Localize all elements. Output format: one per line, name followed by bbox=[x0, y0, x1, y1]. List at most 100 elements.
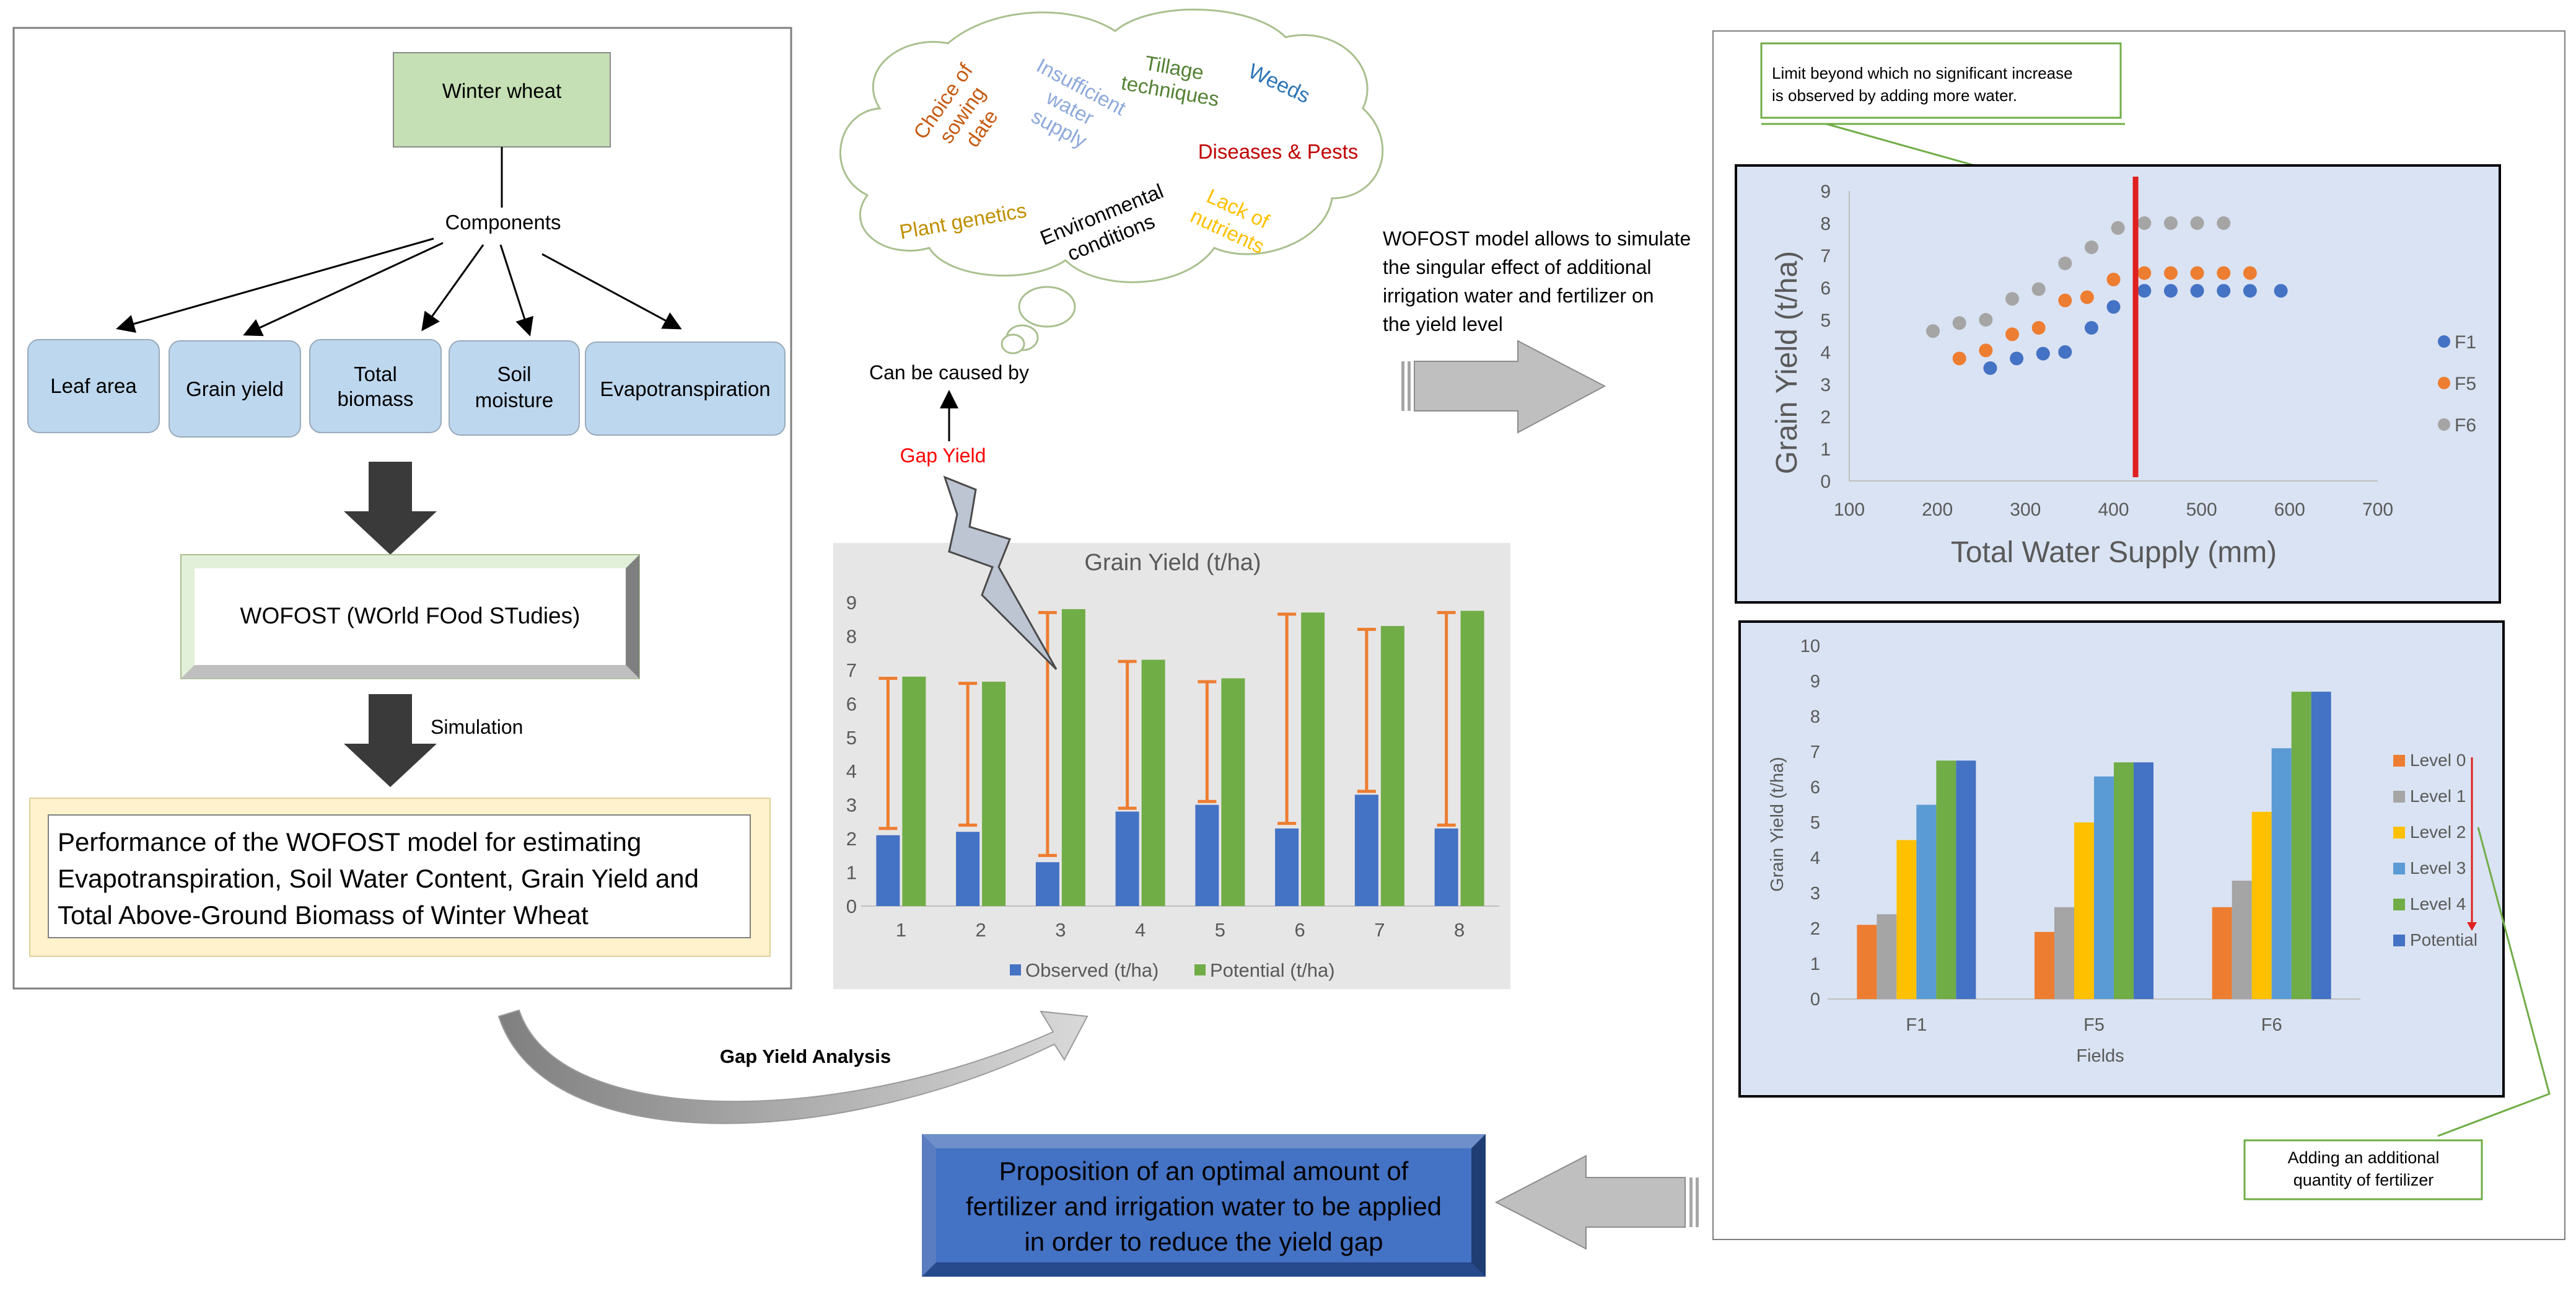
fertilizer-y-tick-label: 1 bbox=[1810, 954, 1820, 974]
fertilizer-y-tick-label: 9 bbox=[1810, 672, 1820, 692]
scatter-point-f5 bbox=[2106, 273, 2121, 286]
potential-bar bbox=[902, 676, 926, 906]
gap-y-tick-label: 9 bbox=[846, 592, 857, 614]
cloud-shape bbox=[839, 8, 1384, 283]
potential-bar bbox=[1460, 610, 1484, 906]
total-biomass-box bbox=[309, 339, 442, 433]
scatter-point-f6 bbox=[2137, 216, 2152, 230]
gap-yield-label: Gap Yield bbox=[900, 444, 986, 467]
scatter-point-f6 bbox=[2058, 257, 2072, 270]
scatter-point-f5 bbox=[2217, 266, 2231, 280]
scatter-x-tick-label: 500 bbox=[2186, 500, 2217, 520]
scatter-y-tick-label: 3 bbox=[1820, 375, 1831, 395]
component-boxes: Leaf area Grain yield Total biomass Soil m… bbox=[27, 339, 786, 438]
wofost-label: WOFOST (WOrld FOod STudies) bbox=[240, 603, 580, 628]
legend-f6-label: F6 bbox=[2455, 415, 2476, 436]
wofost-box: WOFOST (WOrld FOod STudies) bbox=[180, 554, 640, 679]
gap-x-tick-label: 1 bbox=[896, 919, 906, 941]
proposition-box: Proposition of an optimal amount of fert… bbox=[922, 1134, 1486, 1277]
potential-bar bbox=[1061, 609, 1085, 906]
potential-bar bbox=[1141, 659, 1165, 906]
down-arrow-1 bbox=[344, 462, 437, 555]
fertilizer-y-tick-label: 5 bbox=[1810, 813, 1820, 833]
observed-bar bbox=[1035, 862, 1059, 906]
scatter-point-f1 bbox=[2106, 300, 2121, 314]
gap-y-tick-label: 7 bbox=[846, 659, 857, 681]
arrow-total-biomass bbox=[421, 244, 484, 332]
observed-bar bbox=[1275, 828, 1299, 906]
fertilizer-bar-level-3 bbox=[2094, 776, 2114, 999]
legend-potential-label: Potential (t/ha) bbox=[1210, 959, 1335, 981]
scatter-point-f5 bbox=[2080, 290, 2094, 304]
scatter-point-f6 bbox=[2163, 216, 2178, 230]
scatter-point-f1 bbox=[2190, 284, 2204, 298]
fertilizer-chart-plot: 0 1 2 3 4 5 6 7 8 9 10 F1 F5 F6 bbox=[1800, 636, 2360, 1035]
potential-bar bbox=[1221, 678, 1245, 906]
fertilizer-chart: 0 1 2 3 4 5 6 7 8 9 10 F1 F5 F6 Grain Yield (t/ha) Fi… bbox=[1738, 620, 2505, 1098]
left-panel: Winter wheat Components Leaf area Grain … bbox=[12, 27, 792, 990]
lightning-bolt-icon bbox=[943, 475, 1058, 671]
scatter-point-f5 bbox=[2163, 266, 2178, 280]
legend-red-arrowhead bbox=[2467, 922, 2477, 931]
legend-label-level-0: Level 0 bbox=[2410, 751, 2466, 770]
scatter-x-tick-label: 700 bbox=[2362, 500, 2393, 520]
legend-swatch-level-1 bbox=[2393, 791, 2405, 803]
performance-box: Performance of the WOFOST model for esti… bbox=[29, 798, 771, 957]
scatter-point-f6 bbox=[2084, 240, 2098, 254]
gap-chart-plot: 0 1 2 3 4 5 6 7 8 9 1 2 3 4 5 6 7 8 bbox=[846, 592, 1499, 941]
fertilizer-y-tick-label: 10 bbox=[1800, 636, 1820, 656]
fertilizer-bar-level-3 bbox=[2271, 748, 2292, 999]
scatter-point-f5 bbox=[2005, 327, 2020, 341]
observed-bar bbox=[876, 835, 900, 906]
fertilizer-y-tick-label: 2 bbox=[1810, 919, 1820, 939]
performance-line-3: Total Above-Ground Biomass of Winter Whe… bbox=[58, 900, 589, 930]
gap-analysis-arrow bbox=[497, 1009, 1089, 1124]
gap-x-tick-label: 4 bbox=[1135, 919, 1146, 941]
scatter-point-f5 bbox=[1952, 351, 1966, 366]
fertilizer-bar-level-4 bbox=[1936, 760, 1956, 999]
proposition-line-3: in order to reduce the yield gap bbox=[1024, 1227, 1383, 1256]
scatter-y-tick-label: 0 bbox=[1820, 472, 1831, 492]
legend-f5-marker bbox=[2438, 377, 2450, 389]
limit-callout-line-1: Limit beyond which no significant increa… bbox=[1772, 64, 2073, 82]
scatter-x-tick-label: 600 bbox=[2274, 500, 2305, 520]
legend-label-level-3: Level 3 bbox=[2410, 858, 2466, 878]
fertilizer-bar-level-0 bbox=[1857, 925, 1877, 999]
scatter-x-tick-label: 400 bbox=[2098, 500, 2129, 520]
fertilizer-ylabel: Grain Yield (t/ha) bbox=[1768, 757, 1787, 892]
fertilizer-y-tick-label: 8 bbox=[1810, 707, 1820, 727]
legend-observed-label: Observed (t/ha) bbox=[1025, 959, 1159, 981]
leaf-area-box bbox=[27, 339, 160, 433]
scatter-point-f6 bbox=[2217, 216, 2231, 230]
fertilizer-callout-box bbox=[2243, 1139, 2483, 1200]
proposition-line-1: Proposition of an optimal amount of bbox=[999, 1156, 1409, 1186]
fertilizer-y-tick-label: 7 bbox=[1810, 742, 1820, 762]
fertilizer-callout-line-2: quantity of fertilizer bbox=[2293, 1171, 2434, 1189]
gap-x-tick-label: 8 bbox=[1454, 919, 1465, 941]
scatter-point-f5 bbox=[2190, 266, 2204, 280]
fertilizer-callout: Adding an additional quantity of fertili… bbox=[2243, 827, 2551, 1200]
legend-f1-label: F1 bbox=[2455, 332, 2476, 353]
proposition-line-2: fertilizer and irrigation water to be ap… bbox=[966, 1192, 1442, 1221]
evapotranspiration-label: Evapotranspiration bbox=[600, 377, 770, 400]
right-block-arrow bbox=[1401, 340, 1606, 434]
gap-y-tick-label: 1 bbox=[846, 862, 857, 884]
scatter-y-tick-label: 2 bbox=[1820, 407, 1831, 428]
fertilizer-bar-level-3 bbox=[1916, 804, 1937, 999]
scatter-chart-frame bbox=[1735, 164, 2501, 604]
fertilizer-bar-level-4 bbox=[2114, 762, 2134, 999]
fertilizer-callout-line-1: Adding an additional bbox=[2288, 1148, 2440, 1167]
performance-line-2: Evapotranspiration, Soil Water Content, … bbox=[58, 864, 699, 893]
gap-yield-chart: Grain Yield (t/ha) 0 1 2 3 4 5 6 7 8 9 1 2 3 4 5 6 7 8 Ob… bbox=[833, 543, 1510, 989]
legend-swatch-level-0 bbox=[2393, 755, 2405, 767]
legend-label-potential: Potential bbox=[2410, 930, 2477, 949]
scatter-point-f1 bbox=[2137, 284, 2152, 298]
legend-swatch-level-3 bbox=[2393, 863, 2405, 874]
gap-y-tick-label: 3 bbox=[846, 795, 857, 816]
fertilizer-bar-level-4 bbox=[2291, 692, 2311, 999]
scatter-point-f6 bbox=[1979, 313, 1993, 327]
scatter-y-tick-label: 6 bbox=[1820, 278, 1831, 299]
component-arrows bbox=[116, 237, 682, 337]
gap-chart-title: Grain Yield (t/ha) bbox=[1084, 550, 1261, 576]
scatter-point-f1 bbox=[1983, 361, 1997, 375]
